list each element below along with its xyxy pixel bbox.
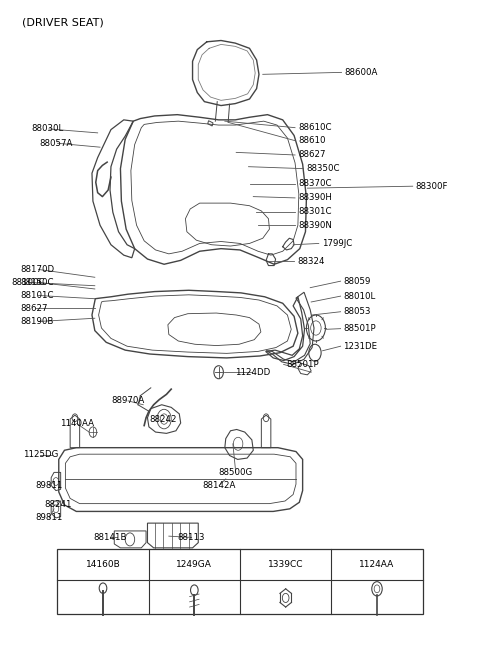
Bar [208, 121, 213, 126]
Text: 88370C: 88370C [298, 179, 331, 188]
Text: 1799JC: 1799JC [322, 239, 352, 248]
Text: 89811: 89811 [35, 481, 62, 490]
Circle shape [89, 427, 96, 438]
Text: 1249GA: 1249GA [176, 560, 212, 569]
Circle shape [99, 583, 107, 594]
Text: 88190B: 88190B [21, 317, 54, 326]
Text: 88010L: 88010L [343, 292, 376, 300]
Text: (DRIVER SEAT): (DRIVER SEAT) [22, 17, 104, 27]
Text: 88501P: 88501P [343, 324, 376, 333]
Text: 88627: 88627 [21, 304, 48, 313]
Text: 1124AA: 1124AA [360, 560, 395, 569]
Text: 14160B: 14160B [85, 560, 120, 569]
Text: 88324: 88324 [297, 256, 324, 266]
Text: 88242: 88242 [150, 415, 177, 424]
Text: 89811: 89811 [35, 514, 62, 522]
Text: 88390N: 88390N [298, 220, 332, 230]
Text: 88142A: 88142A [202, 481, 235, 490]
Text: 88350C: 88350C [306, 164, 340, 173]
Text: 88627: 88627 [298, 150, 325, 159]
Text: 88600A: 88600A [344, 68, 378, 77]
Circle shape [214, 366, 223, 379]
Text: 88057A: 88057A [40, 139, 73, 148]
Text: 88170D: 88170D [21, 265, 55, 274]
Text: 88030L: 88030L [31, 125, 63, 133]
Circle shape [191, 585, 198, 596]
Text: 1231DE: 1231DE [343, 342, 378, 351]
Text: 88100C: 88100C [12, 278, 45, 287]
Text: 88241: 88241 [45, 501, 72, 510]
Text: 88053: 88053 [343, 307, 371, 316]
Text: 1339CC: 1339CC [268, 560, 303, 569]
Bar [57, 549, 423, 614]
Text: 1125DG: 1125DG [23, 450, 58, 459]
Text: 88610: 88610 [298, 136, 325, 145]
Text: 88101C: 88101C [21, 291, 54, 300]
Text: 88059: 88059 [343, 277, 371, 285]
Text: 88390H: 88390H [298, 194, 332, 203]
Text: 88113: 88113 [178, 533, 205, 542]
Text: 88501P: 88501P [287, 360, 319, 369]
Text: 88300F: 88300F [416, 182, 448, 191]
Text: 1124DD: 1124DD [235, 368, 271, 377]
Circle shape [372, 582, 382, 596]
Text: 1140AA: 1140AA [60, 419, 94, 428]
Text: 88970A: 88970A [111, 396, 144, 405]
Text: 88610C: 88610C [298, 123, 331, 132]
Text: 88301C: 88301C [298, 207, 331, 216]
Text: 88150C: 88150C [21, 278, 54, 287]
Text: 88500G: 88500G [219, 468, 253, 477]
Text: 88141B: 88141B [93, 533, 126, 542]
